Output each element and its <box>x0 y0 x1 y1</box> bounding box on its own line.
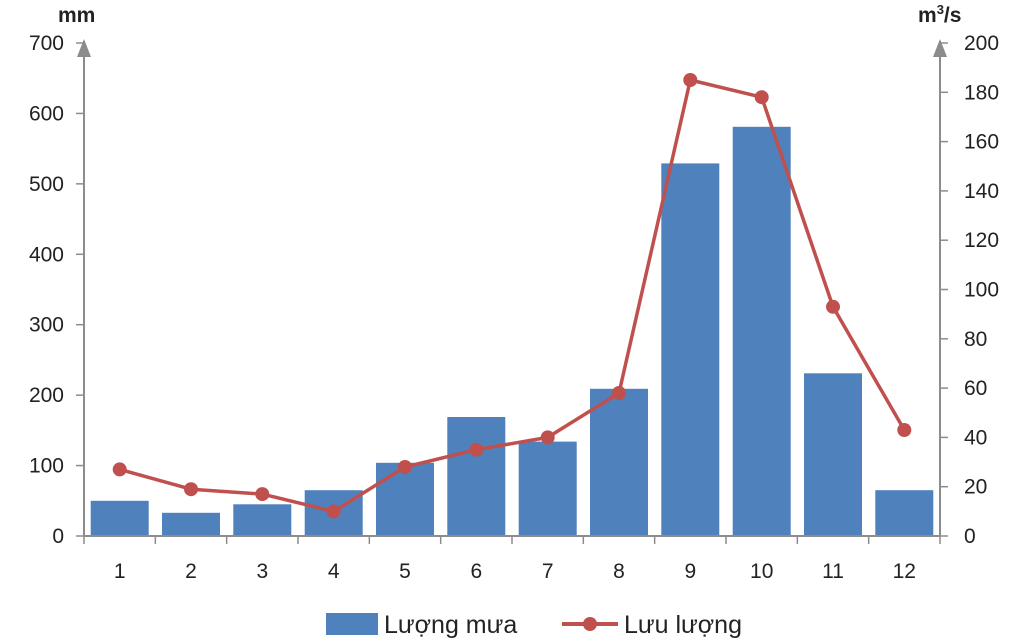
point-month-5 <box>398 460 412 474</box>
x-tick-label: 6 <box>470 560 482 583</box>
right-axis-unit-sup: 3 <box>937 2 944 17</box>
bar-month-11 <box>804 373 862 536</box>
bar-month-1 <box>90 500 149 536</box>
point-month-8 <box>612 386 626 400</box>
left-tick-label: 0 <box>52 525 64 548</box>
point-month-2 <box>184 482 198 497</box>
bar-month-9 <box>661 163 720 536</box>
x-tick-label: 12 <box>893 560 916 583</box>
left-tick-label: 700 <box>29 32 64 55</box>
left-axis-arrow <box>77 39 91 57</box>
x-tick-label: 11 <box>822 560 844 583</box>
point-month-6 <box>469 442 484 457</box>
right-tick-label: 120 <box>964 229 999 252</box>
left-tick-label: 500 <box>29 173 64 196</box>
right-tick-label: 20 <box>964 476 987 499</box>
right-tick-label: 40 <box>964 426 987 449</box>
left-tick-label: 600 <box>29 102 64 125</box>
point-month-9 <box>683 73 698 87</box>
legend-label-rainfall: Lượng mưa <box>384 611 517 639</box>
bar-month-12 <box>875 490 934 536</box>
right-axis-unit: m3/s <box>918 2 961 27</box>
right-tick-label: 180 <box>964 81 999 104</box>
right-tick-label: 140 <box>964 180 999 203</box>
left-tick-label: 200 <box>29 384 64 407</box>
bar-month-10 <box>732 126 791 537</box>
bar-month-6 <box>447 417 506 536</box>
right-tick-label: 80 <box>964 328 987 351</box>
right-axis-arrow <box>933 39 947 57</box>
point-month-7 <box>540 430 555 445</box>
x-tick-label: 2 <box>185 560 197 583</box>
x-tick-label: 7 <box>542 560 554 583</box>
x-tick-label: 5 <box>399 560 411 583</box>
x-tick-label: 1 <box>114 560 126 583</box>
right-tick-label: 100 <box>964 279 999 302</box>
x-tick-label: 4 <box>328 560 340 583</box>
right-tick-label: 160 <box>964 131 999 154</box>
point-month-4 <box>326 504 341 519</box>
point-month-10 <box>754 90 769 105</box>
right-tick-label: 0 <box>964 525 976 548</box>
x-tick-label: 8 <box>613 560 625 583</box>
bar-month-7 <box>518 441 577 536</box>
line-series-discharge <box>119 78 906 514</box>
point-month-1 <box>112 462 127 477</box>
left-tick-label: 300 <box>29 314 64 337</box>
left-tick-label: 100 <box>29 455 64 478</box>
point-month-11 <box>826 299 840 314</box>
legend-swatch-discharge-marker <box>583 617 597 631</box>
point-month-12 <box>897 423 912 437</box>
point-month-3 <box>255 487 270 502</box>
bar-month-8 <box>590 388 648 536</box>
bar-month-3 <box>233 504 292 536</box>
legend-label-discharge: Lưu lượng <box>624 611 742 639</box>
legend-swatch-rainfall <box>326 613 378 635</box>
plot-area: 1 2 3 4 5 6 7 8 9 10 11 120100200300400500600700020… <box>29 32 999 583</box>
right-axis-unit-base: m <box>918 4 937 27</box>
bar-month-2 <box>162 512 220 536</box>
legend: Lượng mưa Lưu lượng <box>326 611 742 639</box>
left-tick-label: 400 <box>29 243 64 266</box>
x-tick-label: 9 <box>684 560 696 583</box>
bar-month-5 <box>376 462 434 536</box>
left-axis-unit: mm <box>58 4 95 27</box>
right-axis-unit-tail: /s <box>944 4 962 27</box>
x-tick-label: 3 <box>256 560 268 583</box>
right-tick-label: 200 <box>964 32 999 55</box>
x-tick-label: 10 <box>750 560 773 583</box>
right-tick-label: 60 <box>964 377 987 400</box>
